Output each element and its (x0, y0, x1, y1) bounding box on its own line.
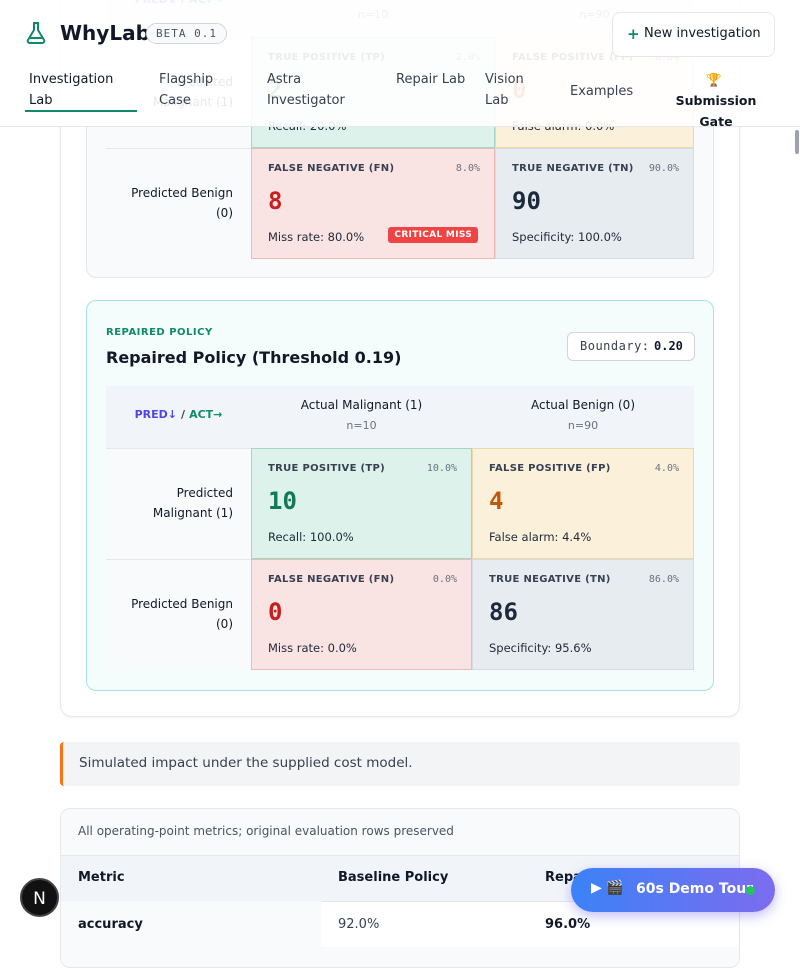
cell-note: Miss rate: 0.0% (268, 641, 357, 655)
button-label: New investigation (644, 26, 761, 41)
matrix-cell: FALSE POSITIVE (FP) 4.0% 4 False alarm: 4.4… (472, 448, 694, 559)
logo-icon (25, 20, 47, 44)
new-investigation-button[interactable]: + New investigation (612, 12, 775, 57)
boundary-label: Boundary: (580, 339, 650, 353)
row-label-bg (106, 448, 251, 559)
pred-act-pred: PRED↓ (134, 408, 178, 421)
demo-label: 60s Demo Tour (636, 881, 754, 897)
nav-tab[interactable]: Flagship Case (159, 72, 214, 108)
card-title: Repaired Policy (Threshold 0.19) (106, 348, 402, 367)
cell-value: 4 (489, 487, 504, 515)
cell-value: 0 (268, 598, 283, 626)
scrollbar (795, 130, 799, 154)
cell-pct: 86.0% (648, 574, 679, 585)
cell-note: Recall: 100.0% (268, 530, 354, 544)
cell-title: FALSE NEGATIVE (FN) (268, 163, 395, 174)
nav-tab[interactable]: Examples (570, 84, 634, 99)
row-label: Predicted Benign (0) (131, 186, 233, 220)
boundary-value: 0.20 (654, 339, 683, 353)
cell-title: FALSE POSITIVE (FP) (489, 463, 611, 474)
cell-title: FALSE NEGATIVE (FN) (268, 574, 395, 585)
cell-note: False alarm: 4.4% (489, 530, 592, 544)
nav-tab[interactable]: Repair Lab (396, 72, 466, 87)
header: WhyLab BETA 0.1 + New investigation Investig… (0, 0, 800, 129)
boundary: Boundary: 0.20 (567, 332, 695, 361)
cell-title: TRUE NEGATIVE (TN) (489, 574, 611, 585)
cell-pct: 90.0% (648, 163, 679, 174)
active-underline (25, 110, 137, 112)
table-caption: All operating-point metrics; original ev… (78, 824, 454, 838)
row-label: Predicted Malignant (1) (152, 486, 233, 520)
eyebrow: REPAIRED POLICY (106, 327, 213, 338)
cell-value: 90 (512, 187, 541, 215)
table-cell: 92.0% (338, 917, 380, 932)
callout-text: Simulated impact under the supplied cost… (79, 755, 413, 771)
cell-value: 10 (268, 487, 297, 515)
cell-value: 8 (268, 187, 283, 215)
status-dot (746, 886, 755, 895)
table-header: Metric (78, 870, 125, 885)
plus-icon: + (627, 25, 640, 43)
logo: WhyLab (60, 21, 150, 45)
callout: Simulated impact under the supplied cost… (60, 742, 740, 786)
cell-value: 86 (489, 598, 518, 626)
cell-pct: 8.0% (455, 163, 480, 174)
cell-note: Miss rate: 80.0% (268, 230, 365, 244)
row-label-bg (106, 559, 251, 670)
nav-gate[interactable]: 🏆 Submission Gate (668, 69, 764, 132)
beta-badge: BETA 0.1 (146, 23, 227, 44)
table-cell: accuracy (78, 917, 143, 932)
cell-note: Specificity: 100.0% (512, 230, 622, 244)
matrix-cell: TRUE NEGATIVE (TN) 86.0% 86 Specificity: 95… (472, 559, 694, 670)
repaired-matrix: PRED↓ / ACT→ Actual Malignant (1) n=10 Actual… (106, 386, 694, 670)
cell-title: TRUE NEGATIVE (TN) (512, 163, 634, 174)
cell-pct: 10.0% (426, 463, 457, 474)
table-cell: 96.0% (545, 917, 591, 932)
matrix-cell: TRUE POSITIVE (TP) 10.0% 10 Recall: 100.0% (251, 448, 472, 559)
critical-badge: CRITICAL MISS (388, 227, 478, 243)
pred-act: PRED↓/ACT→ (106, 408, 251, 421)
pred-act-sep: / (181, 408, 186, 421)
column-label: Actual Malignant (1) (300, 398, 423, 412)
column-n: n=10 (346, 419, 377, 432)
matrix-cell: TRUE NEGATIVE (TN) 90.0% 90 Specificity: 10… (495, 148, 694, 259)
cell-note: Specificity: 95.6% (489, 641, 592, 655)
row-label-bg (106, 148, 251, 259)
gate-label: Submission Gate (675, 93, 757, 129)
nav-tab[interactable]: Investigation Lab (29, 72, 114, 108)
gate-icon: 🏆 (706, 72, 722, 87)
nav-tab[interactable]: Vision Lab (485, 72, 524, 108)
demo-icons: ▶ 🎬 (591, 880, 624, 896)
demo-tour-button[interactable]: ▶ 🎬 60s Demo Tour (571, 868, 775, 912)
cell-title: TRUE POSITIVE (TP) (268, 463, 385, 474)
column-n: n=90 (567, 419, 599, 432)
table-header: Baseline Policy (338, 870, 449, 885)
nav-tab[interactable]: Astra Investigator (267, 72, 345, 108)
cell-pct: 0.0% (432, 574, 457, 585)
pred-act-act: ACT→ (189, 408, 223, 421)
matrix-cell: FALSE NEGATIVE (FN) 8.0% 8 Miss rate: 80.0%… (251, 148, 495, 259)
matrix-cell: FALSE NEGATIVE (FN) 0.0% 0 Miss rate: 0.0% (251, 559, 472, 670)
row-label: Predicted Benign (0) (131, 597, 233, 631)
column-label: Actual Benign (0) (531, 398, 635, 412)
cell-pct: 4.0% (654, 463, 679, 474)
avatar[interactable]: N (20, 878, 59, 917)
